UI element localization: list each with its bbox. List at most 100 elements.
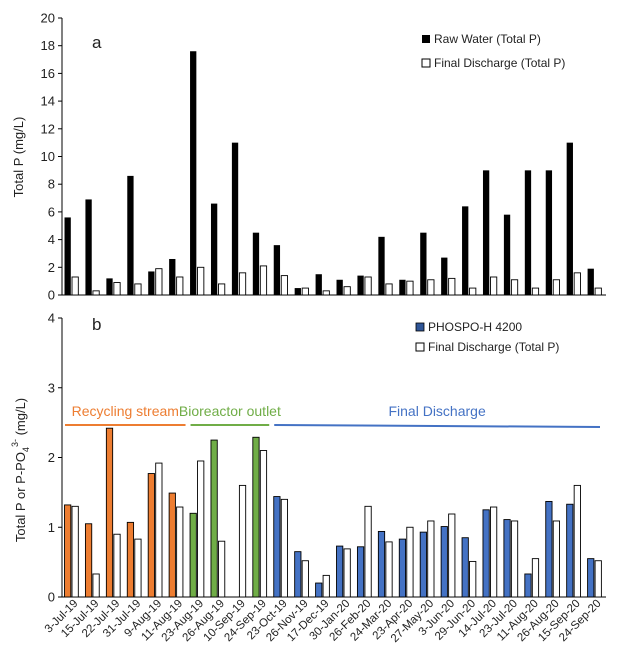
legend-b-phospo-label: PHOSPO-H 4200 [428, 320, 522, 334]
legend-b-final-discharge-swatch [415, 342, 425, 352]
panel-a-chart: a Total P (mg/L) Raw Water (Total P) Fin… [11, 11, 606, 303]
panel-b-final-discharge-bar [113, 533, 121, 598]
panel-b-y-label-sup: 3- [10, 439, 20, 447]
panel-b-final-discharge-bar [490, 506, 498, 598]
panel-a-final-discharge-bar [301, 287, 309, 296]
panel-a-final-discharge-bar [218, 283, 226, 296]
stream-annotation-label: Final Discharge [388, 403, 485, 419]
panel-a-y-tick-label: 20 [41, 11, 55, 26]
panel-a-raw-water-bar [441, 257, 448, 295]
panel-a-final-discharge-bar [531, 287, 540, 296]
panel-a-final-discharge-bar [594, 287, 602, 296]
panel-a-raw-water-bar [64, 217, 71, 295]
panel-b-phospo-bar [84, 523, 93, 598]
panel-b-y-tick-label: 1 [48, 520, 55, 535]
panel-b-y-label-tail: (mg/L) [13, 398, 28, 439]
panel-a-raw-water-bar [210, 203, 218, 295]
panel-a-final-discharge-bar [427, 279, 435, 296]
panel-b-label: b [92, 315, 101, 334]
panel-b-phospo-bar [482, 509, 490, 598]
panel-a-raw-water-bar [336, 279, 343, 295]
panel-a-y-tick-label: 16 [41, 66, 55, 81]
panel-b-phospo-bar [189, 512, 197, 598]
panel-b-phospo-bar [356, 546, 365, 598]
panel-b-phospo-bar [524, 573, 532, 598]
panel-a-label: a [92, 33, 102, 52]
panel-a-final-discharge-bar [280, 275, 288, 296]
panel-a-raw-water-bar [106, 278, 113, 295]
panel-a-y-axis-label: Total P (mg/L) [11, 117, 26, 198]
panel-a-final-discharge-bar [448, 277, 456, 296]
panel-a-final-discharge-bar [71, 276, 79, 296]
panel-b-final-discharge-bar [176, 506, 184, 598]
panel-b-final-discharge-bar [301, 560, 309, 598]
panel-a-final-discharge-bar [385, 283, 393, 296]
panel-a-y-tick-label: 6 [48, 204, 55, 219]
panel-a-raw-water-bar [85, 199, 92, 295]
panel-b-y-tick-label: 4 [48, 311, 55, 326]
panel-a-final-discharge-bar [134, 283, 142, 296]
panel-b-final-discharge-bar [155, 462, 163, 598]
panel-b-final-discharge-bar [469, 560, 477, 598]
panel-b-final-discharge-bar [427, 520, 435, 598]
panel-a-raw-water-bar [524, 170, 532, 295]
panel-a-raw-water-bar [566, 142, 573, 295]
panel-b-legend: PHOSPO-H 4200 Final Discharge (Total P) [415, 320, 559, 354]
panel-b-phospo-bar [105, 427, 114, 598]
panel-b-phospo-bar [566, 503, 574, 598]
panel-a-final-discharge-bar [92, 290, 100, 296]
panel-a-raw-water-bar [462, 206, 469, 295]
panel-b-final-discharge-bar [343, 548, 351, 598]
panel-b-phospo-bar [315, 582, 323, 598]
panel-a-y-tick-label: 10 [41, 149, 55, 164]
legend-b-phospo-swatch [415, 322, 425, 332]
panel-a-final-discharge-bar [259, 265, 268, 296]
panel-b-phospo-bar [64, 504, 72, 598]
panel-a-raw-water-bar [273, 245, 281, 295]
panel-a-final-discharge-bar [322, 290, 330, 296]
legend-a-raw-water-label: Raw Water (Total P) [434, 32, 541, 46]
panel-b-final-discharge-bar [238, 484, 247, 598]
panel-a-raw-water-bar [378, 236, 385, 295]
panel-a-raw-water-bar [190, 51, 197, 295]
panel-a-raw-water-bar [148, 271, 155, 295]
panel-a-final-discharge-bar [552, 279, 560, 296]
panel-b-final-discharge-bar [197, 460, 205, 598]
panel-a-raw-water-bar [545, 170, 553, 295]
panel-b-final-discharge-bar [92, 573, 100, 598]
legend-a-final-discharge-label: Final Discharge (Total P) [434, 56, 565, 70]
panel-b-final-discharge-bar [218, 540, 226, 598]
panel-b-y-label-sub: 4 [21, 447, 31, 452]
panel-b-phospo-bar [461, 537, 469, 598]
panel-b-phospo-bar [503, 519, 511, 598]
panel-a-final-discharge-bar [406, 280, 414, 296]
panel-b-final-discharge-bar [71, 505, 79, 598]
panel-b-phospo-bar [545, 500, 553, 598]
panel-a-raw-water-bar [399, 279, 406, 295]
stream-annotation-label: Bioreactor outlet [179, 403, 281, 419]
panel-a-raw-water-bar [252, 232, 260, 295]
panel-b-chart: b Total P or P-PO43- (mg/L) PHOSPO-H 420… [10, 311, 606, 645]
panel-a-y-tick-label: 14 [41, 94, 55, 109]
panel-a-raw-water-bar [503, 214, 511, 295]
panel-b-final-discharge-bar [552, 520, 560, 598]
panel-b-final-discharge-bar [385, 541, 393, 598]
panel-a-raw-water-bar [482, 170, 490, 295]
panel-b-phospo-bar [336, 545, 344, 598]
panel-a-final-discharge-bar [176, 276, 184, 296]
panel-b-y-axis-label: Total P or P-PO43- (mg/L) [10, 398, 31, 542]
panel-a-final-discharge-bar [364, 276, 372, 296]
panel-b-phospo-bar [587, 558, 595, 598]
panel-b-phospo-bar [168, 492, 176, 598]
panel-a-raw-water-bar [127, 175, 134, 295]
panel-b-phospo-bar [210, 439, 218, 598]
panel-b-phospo-bar [147, 473, 155, 598]
panel-b-final-discharge-bar [448, 513, 456, 598]
panel-a-final-discharge-bar [113, 282, 121, 296]
panel-b-final-discharge-bar [573, 484, 581, 598]
panel-b-final-discharge-bar [531, 558, 540, 598]
panel-b-y-tick-label: 2 [48, 450, 55, 465]
legend-a-raw-water-swatch [422, 35, 430, 43]
panel-b-final-discharge-bar [134, 538, 142, 598]
